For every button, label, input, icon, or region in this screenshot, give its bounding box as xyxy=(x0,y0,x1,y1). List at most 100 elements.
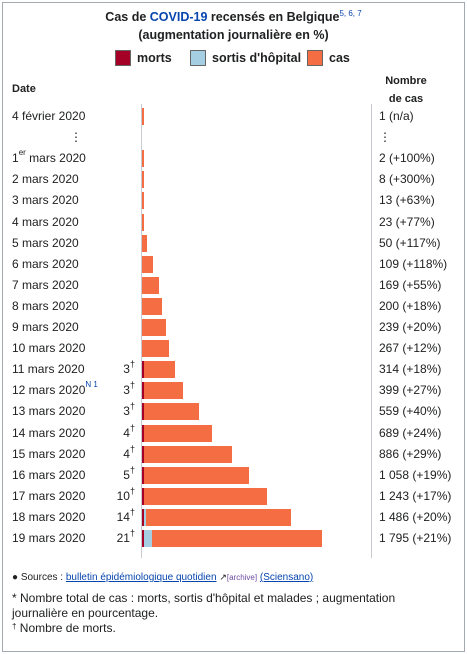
row-cases-label: 1 243 (+17%) xyxy=(379,488,452,503)
bar-deaths xyxy=(142,508,144,526)
chart-row: 4 février 2020 1 (n/a) xyxy=(0,106,467,127)
chart-footer: ● Sources : bulletin épidémiologique quo… xyxy=(12,570,452,636)
legend-label-cases: cas xyxy=(329,51,350,65)
chart-row: 2 mars 2020 8 (+300%) xyxy=(0,169,467,190)
row-date: 13 mars 2020 xyxy=(12,404,86,419)
row-date: 10 mars 2020 xyxy=(12,341,86,356)
header-cases-line2: de cas xyxy=(388,93,424,105)
bar-cases xyxy=(142,213,145,231)
row-date: 7 mars 2020 xyxy=(12,277,79,292)
row-cases-label: 1 486 (+20%) xyxy=(379,509,452,524)
note-dagger: † Nombre de morts. xyxy=(12,621,452,636)
bar-cases xyxy=(142,297,163,315)
row-date: 15 mars 2020 xyxy=(12,446,86,461)
note-ref-link[interactable]: N 1 xyxy=(85,380,98,390)
row-deaths: 14† xyxy=(116,506,135,524)
bar-cases xyxy=(142,234,147,252)
bar-cases xyxy=(142,108,144,125)
row-date: 16 mars 2020 xyxy=(12,467,86,482)
chart-row: 3 mars 2020 13 (+63%) xyxy=(0,190,467,211)
row-cases-label: 200 (+18%) xyxy=(379,298,442,313)
bar-cases xyxy=(143,424,213,442)
row-cases-label: 314 (+18%) xyxy=(379,362,442,377)
row-date: 6 mars 2020 xyxy=(12,256,79,271)
chart-row: 13 mars 2020 3† 559 (+40%) xyxy=(0,401,467,422)
bar-deaths xyxy=(142,424,144,442)
chart-row: 1er mars 2020 2 (+100%) xyxy=(0,148,467,169)
note-dagger-text: Nombre de morts. xyxy=(16,621,116,635)
bar-cases xyxy=(142,255,153,273)
bar-deaths xyxy=(142,530,145,547)
covid-link[interactable]: COVID-19 xyxy=(149,10,208,24)
row-date: 19 mars 2020 xyxy=(12,531,86,545)
bar-cases xyxy=(142,150,144,168)
archive-link[interactable]: [archive] xyxy=(226,573,258,582)
chart-axis-line xyxy=(141,104,142,558)
row-cases-label: 689 (+24%) xyxy=(379,425,442,440)
note-star: * Nombre total de cas : morts, sortis d'… xyxy=(12,591,396,620)
sources-link[interactable]: bulletin épidémiologique quotidien xyxy=(65,572,217,583)
sciensano-link[interactable]: (Sciensano) xyxy=(259,572,314,583)
row-deaths: 4† xyxy=(123,443,135,461)
row-date: 18 mars 2020 xyxy=(12,509,86,524)
title-part1: Cas de xyxy=(105,10,150,24)
header-cases-line1: Nombre xyxy=(385,75,427,87)
bar-deaths xyxy=(142,382,144,400)
bar-cases xyxy=(143,403,200,421)
row-date: 9 mars 2020 xyxy=(12,320,79,334)
row-date: 3 mars 2020 xyxy=(12,193,79,208)
row-date: 1er mars 2020 xyxy=(12,148,86,166)
bar-cases xyxy=(143,487,268,505)
row-cases-label: 886 (+29%) xyxy=(379,446,442,461)
chart-row: 4 mars 2020 23 (+77%) xyxy=(0,212,467,233)
cases-column-separator xyxy=(371,104,372,558)
bar-cases xyxy=(143,445,232,463)
row-date: 5 mars 2020 xyxy=(12,235,79,250)
row-cases-label: 1 058 (+19%) xyxy=(379,467,452,482)
bullet-icon: ● xyxy=(12,572,21,583)
bar-deaths xyxy=(142,466,144,484)
chart-row: 14 mars 2020 4† 689 (+24%) xyxy=(0,423,467,444)
chart-row: 9 mars 2020 239 (+20%) xyxy=(0,317,467,338)
chart-row: 6 mars 2020 109 (+118%) xyxy=(0,254,467,275)
row-cases-label: 239 (+20%) xyxy=(379,320,442,334)
bar-cases xyxy=(143,382,184,400)
chart-row: 18 mars 2020 14† 1 486 (+20%) xyxy=(0,507,467,528)
row-deaths: 3† xyxy=(123,359,135,377)
title-refs[interactable]: 5, 6, 7 xyxy=(339,9,362,18)
bar-cases xyxy=(152,530,322,547)
chart-row: 17 mars 2020 10† 1 243 (+17%) xyxy=(0,486,467,507)
legend: morts sortis d'hôpital cas xyxy=(0,50,467,70)
row-date: 17 mars 2020 xyxy=(12,488,86,503)
row-cases-label: 109 (+118%) xyxy=(379,256,448,271)
chart-row: 7 mars 2020 169 (+55%) xyxy=(0,275,467,296)
header-cases: Nombre de cas xyxy=(376,72,436,108)
bar-cases xyxy=(142,276,159,294)
legend-swatch-recovered xyxy=(190,50,206,66)
row-deaths: 3† xyxy=(123,380,135,398)
chart-title: Cas de COVID-19 recensés en Belgique5, 6… xyxy=(0,8,467,44)
bar-cases xyxy=(142,340,169,358)
row-date: 12 mars 2020N 1 xyxy=(12,380,98,398)
dagger-mark: † xyxy=(12,622,17,631)
bar-deaths xyxy=(142,361,144,379)
row-date: 2 mars 2020 xyxy=(12,172,79,187)
row-date: 8 mars 2020 xyxy=(12,298,79,313)
bar-deaths xyxy=(142,487,144,505)
row-date: 4 mars 2020 xyxy=(12,214,79,229)
header-date: Date xyxy=(12,83,36,95)
row-cases-label: 399 (+27%) xyxy=(379,383,442,398)
legend-swatch-cases xyxy=(307,50,323,66)
chart-row: 8 mars 2020 200 (+18%) xyxy=(0,296,467,317)
row-cases-label: 50 (+117%) xyxy=(379,235,441,250)
row-cases-label: 2 (+100%) xyxy=(379,151,435,166)
chart-row: 10 mars 2020 267 (+12%) xyxy=(0,338,467,359)
row-date: 4 février 2020 xyxy=(12,109,86,123)
row-cases-label: 23 (+77%) xyxy=(379,214,435,229)
row-cases-label: 267 (+12%) xyxy=(379,341,442,356)
row-deaths: 21† xyxy=(116,528,135,545)
row-date: 14 mars 2020 xyxy=(12,425,86,440)
row-deaths: 3† xyxy=(123,401,135,419)
row-cases-label: 1 795 (+21%) xyxy=(379,531,452,545)
row-cases-label: 8 (+300%) xyxy=(379,172,435,187)
